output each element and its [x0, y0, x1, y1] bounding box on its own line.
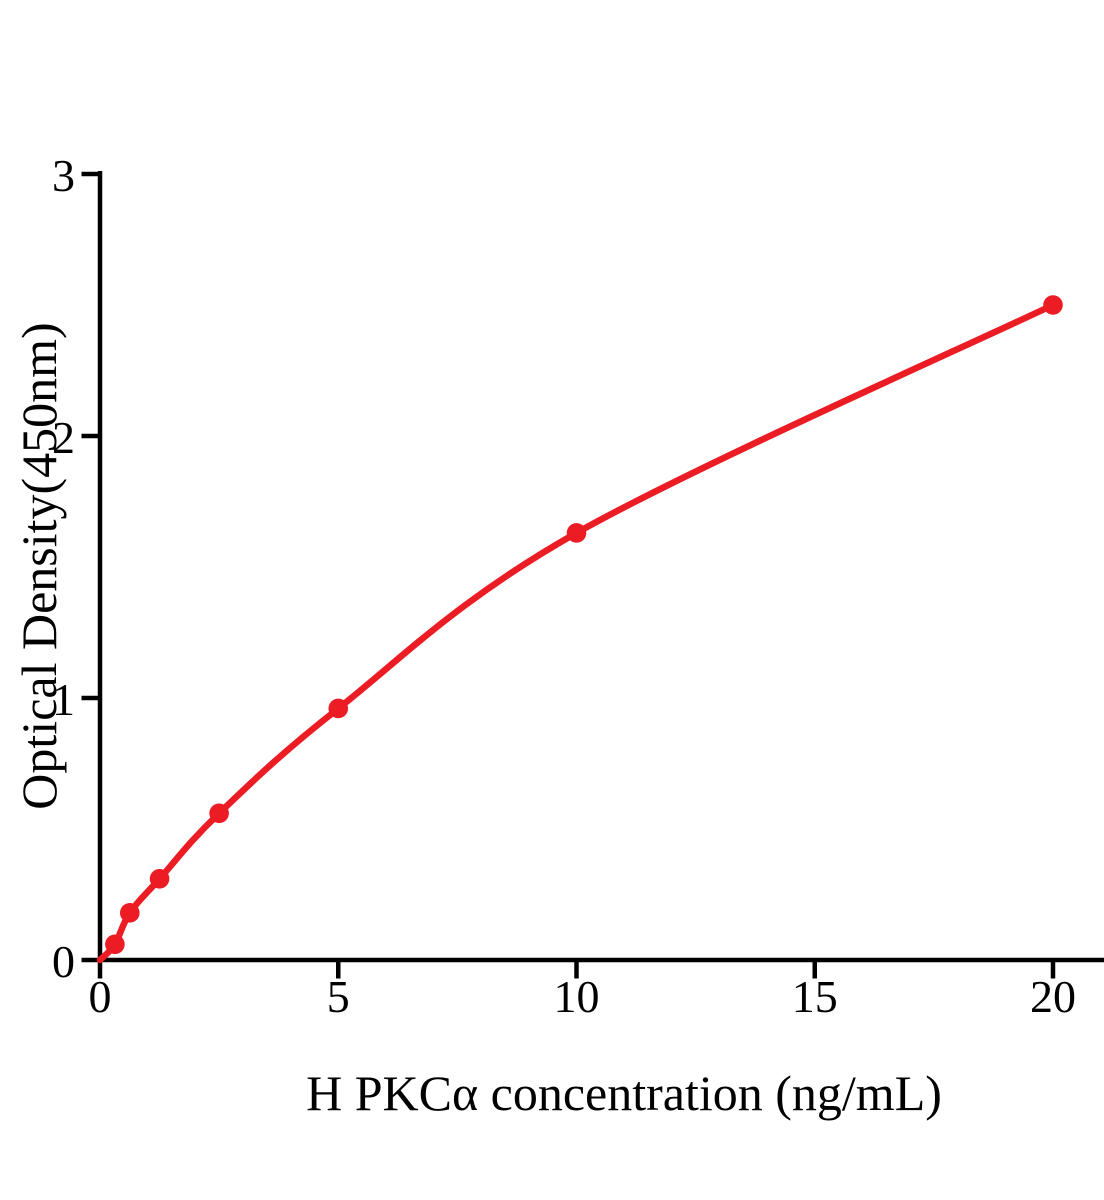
data-point-markers — [105, 295, 1063, 955]
data-point — [1043, 295, 1063, 315]
data-point — [328, 698, 349, 719]
x-tick-label: 20 — [1030, 971, 1076, 1022]
data-point — [209, 803, 229, 824]
x-tick-label: 0 — [89, 971, 112, 1022]
data-point — [149, 868, 170, 889]
y-tick-label: 1 — [52, 674, 75, 725]
y-tick-label: 2 — [52, 412, 75, 463]
axis-tick-labels: 0 5 10 15 20 0 1 2 3 — [52, 150, 1076, 1022]
curve-line — [96, 301, 1057, 964]
data-point — [105, 934, 125, 955]
x-axis-title: H PKCα concentration (ng/mL) — [306, 1065, 942, 1121]
y-axis-title: Optical Density(450nm) — [11, 322, 67, 809]
data-point — [566, 523, 587, 543]
y-tick-label: 3 — [52, 150, 75, 201]
x-tick-label: 15 — [792, 971, 838, 1022]
x-tick-label: 5 — [327, 971, 350, 1022]
series-curve — [96, 301, 1057, 964]
data-point — [119, 903, 140, 923]
x-tick-label: 10 — [554, 971, 600, 1022]
axes — [97, 171, 1104, 963]
axis-ticks — [81, 171, 1056, 979]
y-tick-label: 0 — [52, 936, 75, 987]
